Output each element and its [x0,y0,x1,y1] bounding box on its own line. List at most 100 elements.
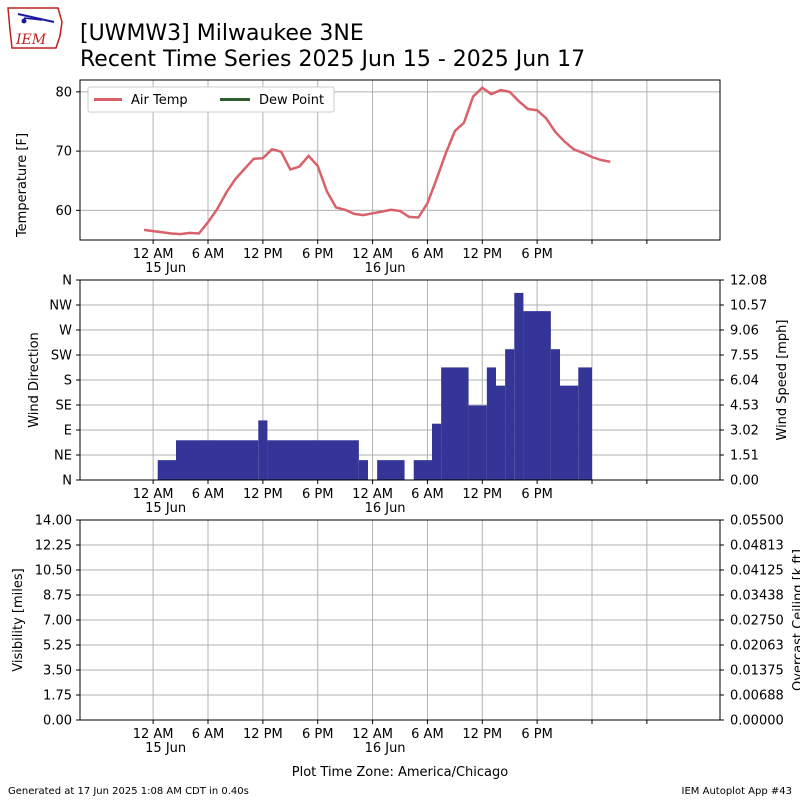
legend-air-temp-label: Air Temp [131,93,188,108]
wind-speed-bar [441,367,469,480]
y-tick-label: 12.25 [35,539,72,554]
y-tick-label: NE [54,449,72,464]
y-tick-label: 10.50 [35,564,72,579]
y-tick-label: SE [56,399,72,414]
x-tick-label: 12 PM [462,727,502,742]
y-tick-label: SW [51,349,72,364]
visibility-ticks: 0.00 1.75 3.50 5.25 7.00 8.75 10.50 12.25 14.00 [35,514,80,729]
x-tick-label: 12 AM [133,487,174,502]
app-note: IEM Autoplot App #43 [682,786,792,797]
temperature-y-axis-label: Temperature [F] [15,133,30,238]
x-tick-label: 6 AM [192,487,225,502]
visibility-panel: 0.001.753.505.257.008.7510.5012.2514.00 … [11,514,800,757]
wind-speed-bar [505,349,515,480]
timezone-label: Plot Time Zone: America/Chicago [292,765,508,780]
x-date-label: 16 Jun [365,261,406,276]
wind-speed-ticks: 0.00 1.51 3.02 4.53 6.04 7.55 9.06 10.57 12.08 [720,274,767,489]
x-tick-label: 6 PM [302,727,333,742]
air-temp-line [143,86,611,236]
x-tick-label: 12 AM [133,727,174,742]
x-tick-label: 6 AM [411,247,444,262]
x-date-label: 15 Jun [145,261,186,276]
x-date-label: 16 Jun [365,741,406,756]
y-tick-label: 5.25 [43,639,72,654]
y-tick-label: 8.75 [43,589,72,604]
generated-note: Generated at 17 Jun 2025 1:08 AM CDT in … [8,786,249,797]
wind-speed-bars [157,292,592,480]
y-tick-label: 60 [55,204,72,219]
y-tick-label: E [64,424,72,439]
wind-speed-bar [267,440,359,480]
visibility-grid [80,519,720,721]
wind-speed-bar [176,440,259,480]
y-tick-label: 0.00 [43,714,72,729]
x-tick-label: 6 AM [411,487,444,502]
iem-logo: IEM [7,7,63,49]
ceiling-axis-label: Overcast Ceiling [k ft] [791,549,800,691]
wind-speed-bar [486,367,496,480]
wind-speed-bar [157,460,176,480]
temperature-series [143,86,611,236]
x-tick-label: 12 PM [462,247,502,262]
wind-panel: N NE E SE S SW W NW N 0.00 1.51 3.02 4.53 6.04 7.55 9.… [27,274,790,517]
x-tick-label: 12 AM [352,247,393,262]
x-date-label: 16 Jun [365,501,406,516]
wind-speed-bar [432,423,442,480]
y-tick-label: 14.00 [35,514,72,529]
wind-speed-bar [413,460,432,480]
right-tick-label: 0.03438 [730,588,784,603]
x-tick-label: 12 PM [462,487,502,502]
logo-text: IEM [15,32,47,48]
chart-title-station: [UWMW3] Milwaukee 3NE [80,21,364,46]
y-tick-label: S [64,374,72,389]
wind-speed-bar [496,385,506,480]
legend-dew-point-label: Dew Point [259,93,324,108]
right-tick-label: 0.05500 [730,514,784,529]
wind-speed-bar [560,385,579,480]
chart-title-range: Recent Time Series 2025 Jun 15 - 2025 Ju… [80,47,585,72]
wind-speed-bar [358,460,368,480]
x-tick-label: 12 AM [352,727,393,742]
temperature-legend: Air Temp Dew Point [87,86,335,113]
wind-speed-bar [258,420,268,480]
wind-speed-axis-label: Wind Speed [mph] [775,320,790,441]
y-tick-label: 80 [55,85,72,100]
visibility-axis-label: Visibility [miles] [11,568,26,671]
right-tick-label: 0.01375 [730,664,784,679]
x-tick-label: 6 AM [411,727,444,742]
x-tick-label: 6 PM [302,487,333,502]
x-tick-label: 6 AM [192,247,225,262]
wind-speed-bar [578,367,592,480]
x-tick-label: 12 AM [133,247,174,262]
x-tick-label: 6 PM [521,247,552,262]
x-tick-label: 12 AM [352,487,393,502]
right-tick-label: 0.02063 [730,638,784,653]
x-tick-label: 12 PM [243,487,283,502]
y-tick-label: 7.00 [43,614,72,629]
right-tick-label: 4.53 [730,399,759,414]
wind-speed-bar [468,405,487,480]
temperature-y-ticks: 60 70 80 [55,85,80,219]
wind-direction-axis-label: Wind Direction [27,332,42,428]
right-tick-label: 3.02 [730,424,759,439]
y-tick-label: 3.50 [43,664,72,679]
wind-speed-bar [523,311,551,480]
right-tick-label: 0.04813 [730,538,784,553]
wind-speed-bar [550,349,560,480]
right-tick-label: 0.00000 [730,714,784,729]
x-date-label: 15 Jun [145,501,186,516]
right-tick-label: 6.04 [730,374,759,389]
x-tick-label: 6 PM [302,247,333,262]
right-tick-label: 0.00 [730,474,759,489]
right-tick-label: 0.02750 [730,614,784,629]
wind-direction-ticks: N NE E SE S SW W NW N [49,274,80,489]
right-tick-label: 0.00688 [730,688,784,703]
y-tick-label: 70 [55,145,72,160]
ceiling-ticks: 0.00000 0.00688 0.01375 0.02063 0.02750 0.034… [720,514,784,729]
x-tick-label: 12 PM [243,727,283,742]
x-tick-label: 6 PM [521,487,552,502]
